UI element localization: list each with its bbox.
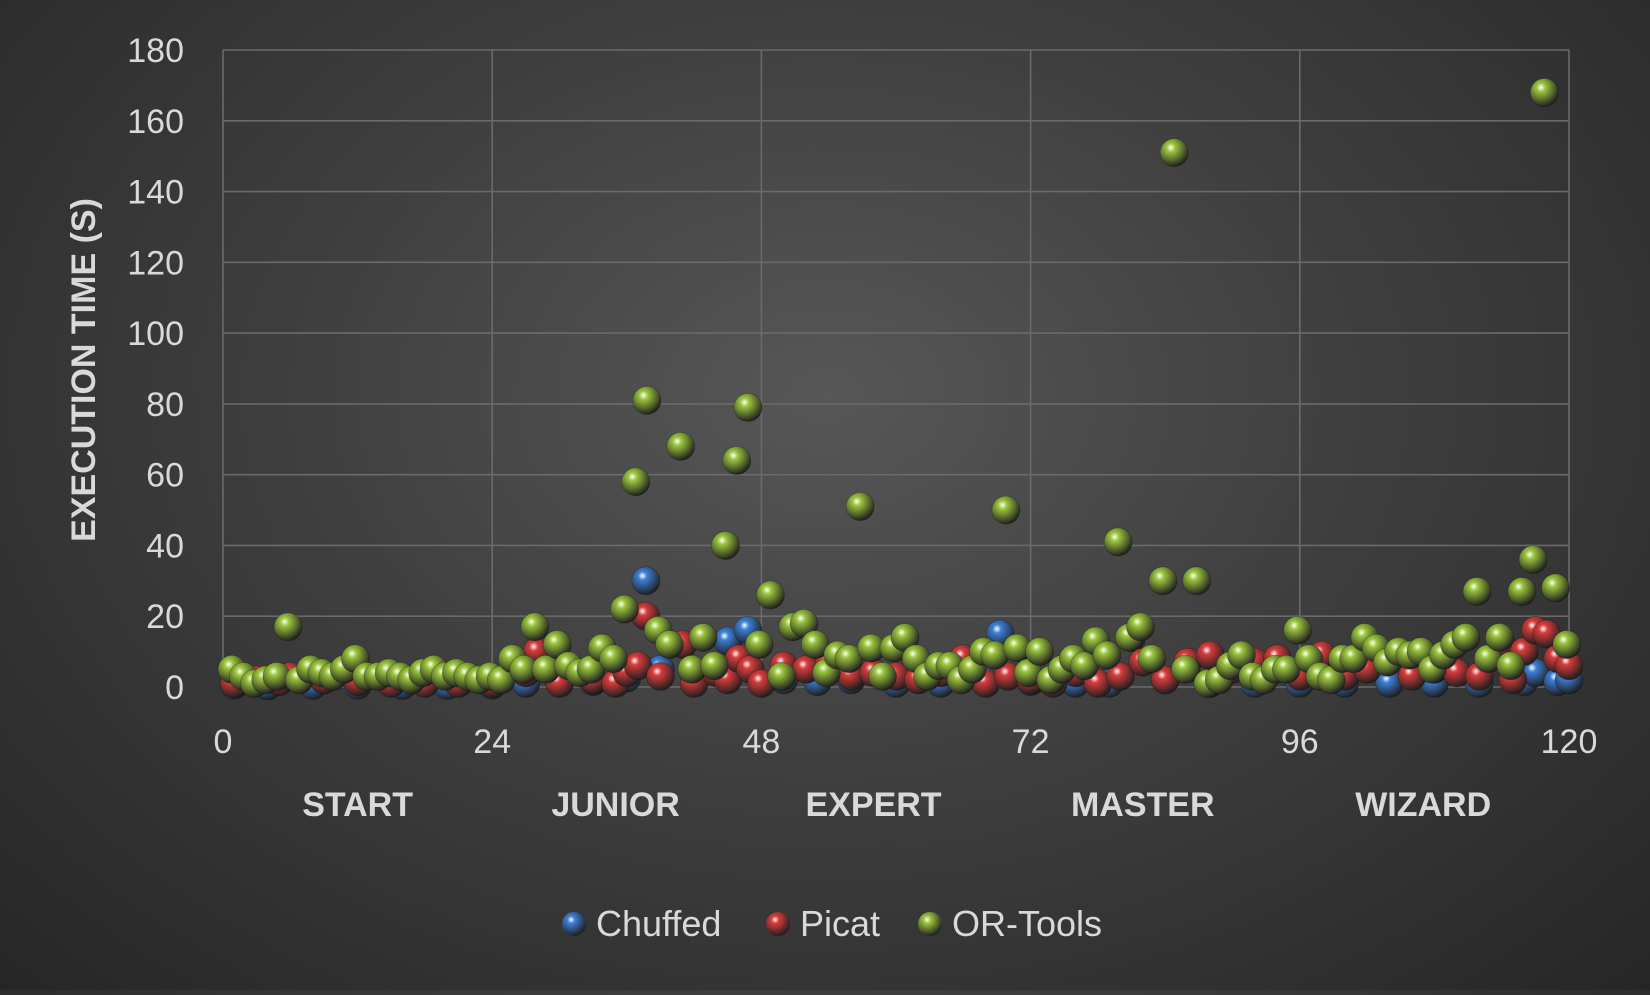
data-point: [1451, 623, 1481, 652]
data-point: [1462, 577, 1492, 606]
data-point: [845, 492, 875, 521]
legend-label: Chuffed: [596, 903, 721, 944]
legend-label: OR-Tools: [952, 903, 1102, 944]
legend: Chuffed Picat OR-Tools: [562, 903, 1102, 944]
legend-item-picat: Picat: [766, 903, 880, 944]
data-point: [631, 566, 661, 596]
legend-marker: [766, 912, 790, 936]
legend-label: Picat: [800, 903, 880, 944]
group-label-expert: EXPERT: [806, 786, 942, 824]
data-point: [1529, 78, 1559, 107]
data-point: [1552, 630, 1582, 659]
data-point: [1159, 138, 1189, 168]
data-point: [1170, 654, 1200, 684]
x-tick-label: 96: [1281, 723, 1319, 761]
data-point: [755, 580, 785, 610]
legend-marker: [562, 912, 586, 936]
group-label-master: MASTER: [1071, 786, 1215, 824]
data-point: [621, 467, 651, 497]
data-point: [598, 644, 628, 674]
y-tick-label: 120: [127, 244, 184, 282]
data-point: [991, 495, 1021, 525]
data-point: [1485, 623, 1514, 652]
data-point: [1137, 644, 1167, 674]
x-tick-label: 24: [473, 723, 511, 761]
data-point: [868, 661, 897, 691]
y-tick-label: 20: [146, 598, 184, 636]
data-point: [632, 385, 662, 415]
data-point: [610, 594, 639, 624]
series-or-tools: [217, 78, 1582, 698]
legend-marker: [918, 912, 942, 936]
point-layer: [217, 78, 1584, 701]
data-point: [273, 612, 303, 642]
data-point: [1148, 566, 1178, 596]
data-point: [1105, 661, 1135, 691]
data-point: [722, 446, 752, 475]
data-point: [688, 623, 718, 652]
data-point: [711, 531, 740, 560]
data-point: [666, 431, 696, 461]
legend-item-or-tools: OR-Tools: [918, 903, 1102, 944]
y-tick-label: 160: [127, 103, 184, 141]
data-point: [1541, 573, 1570, 603]
x-tick-label: 72: [1012, 723, 1050, 761]
group-label-junior: JUNIOR: [551, 786, 679, 824]
data-point: [767, 661, 796, 691]
x-tick-label: 120: [1541, 723, 1598, 761]
data-point: [1126, 612, 1155, 642]
data-point: [1507, 577, 1537, 606]
data-point: [1283, 615, 1312, 645]
y-axis-title: EXECUTION TIME (S): [65, 198, 103, 542]
data-point: [744, 630, 774, 659]
data-point: [1182, 566, 1212, 596]
grid-layer: [222, 49, 1570, 688]
group-label-start: START: [302, 786, 413, 824]
y-tick-label: 100: [127, 315, 184, 353]
axis-layer: 0 20 40 60 80 100 120 140 160 180 0 24 48 72 96 120 STAR…: [127, 32, 1597, 824]
x-tick-label: 48: [742, 723, 780, 761]
data-point: [1518, 545, 1548, 574]
data-point: [1496, 651, 1526, 681]
group-label-wizard: WIZARD: [1355, 786, 1491, 824]
x-tick-label: 0: [214, 723, 233, 761]
data-point: [1092, 640, 1122, 670]
y-tick-label: 180: [127, 32, 184, 70]
data-point: [1025, 637, 1054, 667]
data-point: [733, 393, 763, 422]
y-tick-label: 40: [146, 527, 184, 565]
y-tick-label: 60: [146, 457, 184, 495]
y-tick-label: 80: [146, 386, 184, 424]
data-point: [1103, 527, 1133, 557]
data-point: [646, 661, 675, 691]
y-tick-label: 0: [165, 669, 184, 707]
data-point: [699, 651, 729, 681]
legend-item-chuffed: Chuffed: [562, 903, 721, 944]
y-tick-label: 140: [127, 174, 184, 212]
data-point: [655, 630, 684, 659]
data-point: [520, 612, 550, 642]
